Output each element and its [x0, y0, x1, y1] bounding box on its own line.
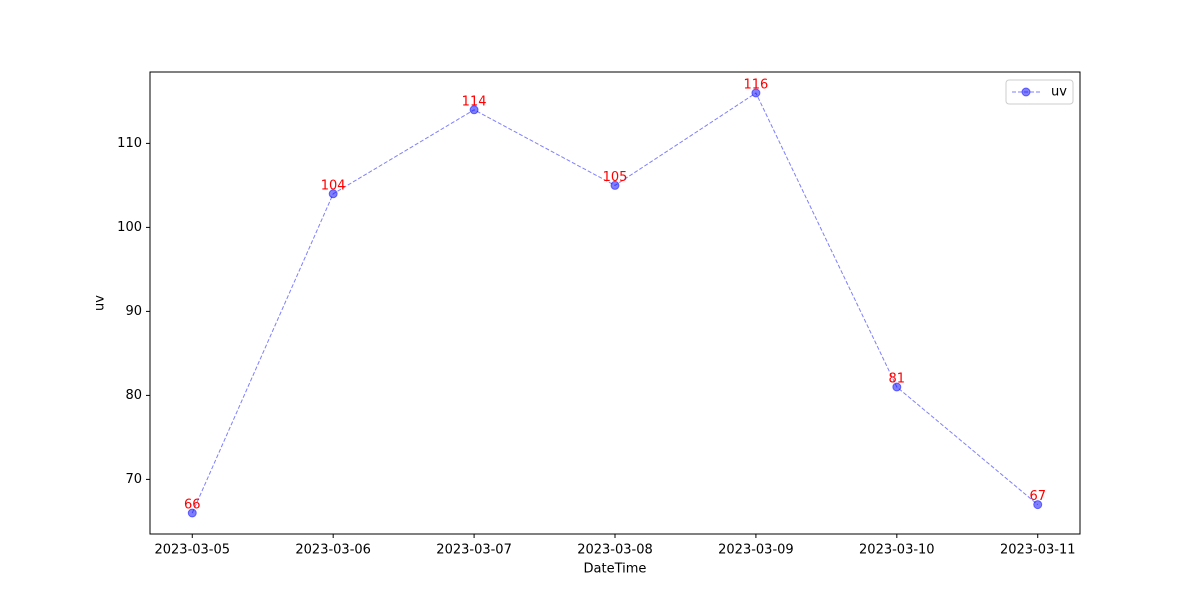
data-point — [1033, 500, 1043, 510]
data-line — [191, 92, 1039, 514]
x-tick-label: 2023-03-08 — [577, 543, 653, 558]
data-label: 116 — [743, 78, 768, 93]
x-tick-label: 2023-03-05 — [154, 543, 230, 558]
y-tick-label: 110 — [117, 136, 142, 151]
y-tick-label: 90 — [125, 304, 142, 319]
x-tick-label: 2023-03-11 — [1000, 543, 1076, 558]
y-tick-label: 100 — [117, 220, 142, 235]
data-point — [328, 189, 338, 199]
data-label: 105 — [603, 170, 628, 185]
data-label: 114 — [462, 94, 487, 109]
data-point — [187, 508, 197, 518]
y-tick-label: 80 — [125, 388, 142, 403]
x-axis-label: DateTime — [584, 562, 647, 577]
data-point — [469, 105, 479, 115]
legend-marker — [1021, 87, 1031, 97]
x-tick-label: 2023-03-10 — [859, 543, 935, 558]
x-tick-label: 2023-03-06 — [295, 543, 371, 558]
x-tick-label: 2023-03-07 — [436, 543, 512, 558]
data-label: 104 — [321, 178, 346, 193]
plot-frame — [149, 71, 1081, 535]
data-label: 67 — [1029, 489, 1046, 504]
x-tick-label: 2023-03-09 — [718, 543, 794, 558]
data-label: 66 — [184, 498, 201, 513]
y-axis-label: uv — [93, 295, 108, 311]
data-label: 81 — [889, 372, 906, 387]
data-point — [892, 382, 902, 392]
data-point — [751, 88, 761, 98]
y-tick-label: 70 — [125, 472, 142, 487]
data-point — [610, 180, 620, 190]
legend-label: uv — [1051, 85, 1067, 100]
